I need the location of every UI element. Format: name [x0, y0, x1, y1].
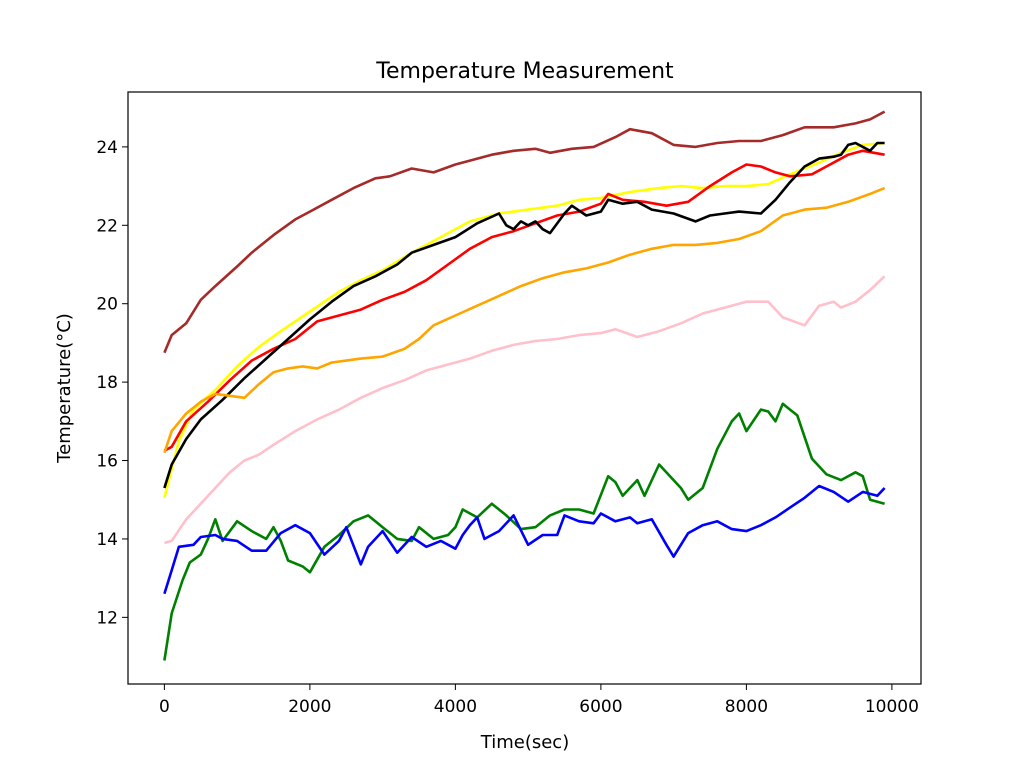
chart-title: Temperature Measurement [375, 59, 674, 84]
x-tick-label: 10000 [865, 697, 919, 717]
series-line-5 [163, 186, 886, 454]
series-line-7 [163, 402, 885, 661]
series-layer [163, 110, 886, 661]
x-axis: 0 2000 4000 6000 8000 10000 [159, 684, 919, 717]
series-line-4 [163, 141, 885, 489]
x-tick-label: 2000 [288, 697, 331, 717]
series-line-2 [163, 141, 885, 499]
y-axis: 12 14 16 18 20 22 24 [96, 138, 128, 628]
x-tick-label: 8000 [725, 697, 768, 717]
y-tick-label: 12 [96, 608, 118, 628]
x-axis-label: Time(sec) [480, 732, 569, 753]
y-tick-label: 18 [96, 373, 118, 393]
x-tick-label: 6000 [579, 697, 622, 717]
series-line-1 [163, 110, 886, 354]
y-tick-label: 16 [96, 452, 118, 472]
y-tick-label: 14 [96, 530, 118, 550]
y-tick-label: 24 [96, 138, 118, 158]
series-line-8 [163, 484, 886, 595]
x-tick-label: 4000 [434, 697, 477, 717]
plot-frame [127, 91, 922, 685]
x-tick-label: 0 [159, 697, 170, 717]
y-tick-label: 20 [96, 295, 118, 315]
series-line-6 [164, 275, 886, 545]
series-line-3 [163, 149, 885, 452]
y-axis-label: Temperature(°C) [54, 313, 75, 464]
y-tick-label: 22 [96, 216, 118, 236]
